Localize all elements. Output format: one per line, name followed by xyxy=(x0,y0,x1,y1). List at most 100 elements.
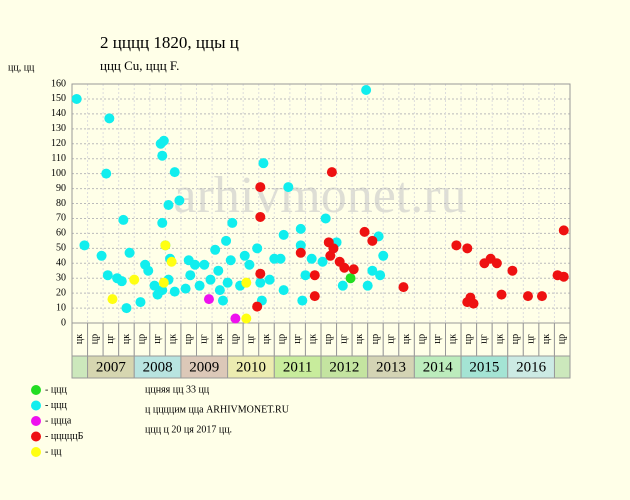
point xyxy=(157,150,168,161)
y-tick-label: 30 xyxy=(56,272,66,283)
point xyxy=(157,217,168,228)
point xyxy=(252,243,263,254)
point xyxy=(264,274,275,285)
legend-label: - цц xyxy=(45,446,62,457)
y-tick-label: 50 xyxy=(56,243,66,254)
x-tick-label: цг xyxy=(105,334,116,343)
watermark: arhivmonet.ru xyxy=(173,167,466,224)
x-tick-label: цр xyxy=(463,334,474,344)
year-cell xyxy=(507,355,555,379)
point xyxy=(244,259,255,270)
x-tick-label: цк xyxy=(401,334,412,344)
point xyxy=(71,93,82,104)
y-tick-label: 150 xyxy=(51,93,66,104)
x-tick-label: цр xyxy=(90,334,101,344)
x-tick-label: цк xyxy=(494,334,505,344)
year-edge xyxy=(71,355,89,379)
point xyxy=(326,167,337,178)
year-label: 2015 xyxy=(469,359,499,375)
x-tick-label: цг xyxy=(525,334,536,343)
y-tick-label: 100 xyxy=(51,168,66,179)
legend-label: - цццццБ xyxy=(45,431,84,442)
x-tick-label: цр xyxy=(416,334,427,344)
chart-title: 2 цццц 1820, ццы ц xyxy=(100,33,239,52)
point xyxy=(221,235,232,246)
point xyxy=(255,277,266,288)
x-tick-label: цр xyxy=(510,334,521,344)
y-tick-label: 20 xyxy=(56,287,66,298)
point xyxy=(124,247,135,258)
y-tick-label: 40 xyxy=(56,258,66,269)
point xyxy=(205,274,216,285)
point xyxy=(121,303,132,314)
x-tick-label: цр xyxy=(230,334,241,344)
x-tick-label: цр xyxy=(183,334,194,344)
point xyxy=(194,280,205,291)
x-tick-label: цг xyxy=(245,334,256,343)
point xyxy=(306,253,317,264)
x-tick-label: цр xyxy=(557,334,568,344)
point xyxy=(160,240,171,251)
point xyxy=(375,270,386,281)
point xyxy=(227,217,238,228)
point xyxy=(255,182,266,193)
point xyxy=(225,255,236,266)
point xyxy=(217,295,228,306)
legend-label: - ццц xyxy=(45,400,68,411)
point xyxy=(203,294,214,305)
point xyxy=(507,265,518,276)
y-tick-label: 80 xyxy=(56,198,66,209)
x-tick-label: цк xyxy=(541,334,552,344)
point xyxy=(468,298,479,309)
point xyxy=(213,265,224,276)
point xyxy=(328,243,339,254)
note: ццняя цц 33 цц xyxy=(145,384,210,395)
x-tick-label: цк xyxy=(121,334,132,344)
y-tick-label: 10 xyxy=(56,302,66,313)
point xyxy=(283,182,294,193)
point xyxy=(361,84,372,95)
year-label: 2010 xyxy=(236,359,266,375)
point xyxy=(558,225,569,236)
x-tick-label: цг xyxy=(385,334,396,343)
point xyxy=(118,214,129,225)
point xyxy=(367,265,378,276)
point xyxy=(462,243,473,254)
point xyxy=(116,276,127,287)
point xyxy=(317,256,328,267)
y-tick-label: 0 xyxy=(61,317,66,328)
year-label: 2012 xyxy=(329,359,359,375)
y-tick-label: 70 xyxy=(56,213,66,224)
y-axis-label: цц, цц xyxy=(8,62,35,73)
point xyxy=(252,301,263,312)
point xyxy=(309,291,320,302)
point xyxy=(522,291,533,302)
point xyxy=(241,277,252,288)
point xyxy=(398,282,409,293)
x-tick-label: цг xyxy=(292,334,303,343)
point xyxy=(143,265,154,276)
point xyxy=(158,277,169,288)
year-edge xyxy=(553,355,571,379)
point xyxy=(169,167,180,178)
point xyxy=(297,295,308,306)
point xyxy=(295,223,306,234)
x-tick-label: цк xyxy=(448,334,459,344)
year-label: 2009 xyxy=(189,359,219,375)
point xyxy=(275,253,286,264)
point xyxy=(230,313,241,324)
point xyxy=(241,313,252,324)
x-tick-label: цр xyxy=(276,334,287,344)
legend-label: - ццц xyxy=(45,384,68,395)
point xyxy=(378,250,389,261)
point xyxy=(180,283,191,294)
point xyxy=(135,297,146,308)
x-tick-label: цг xyxy=(152,334,163,343)
point xyxy=(199,259,210,270)
point xyxy=(169,286,180,297)
y-tick-label: 110 xyxy=(51,153,66,164)
point xyxy=(451,240,462,251)
x-tick-label: цк xyxy=(167,334,178,344)
legend-marker xyxy=(31,400,41,411)
